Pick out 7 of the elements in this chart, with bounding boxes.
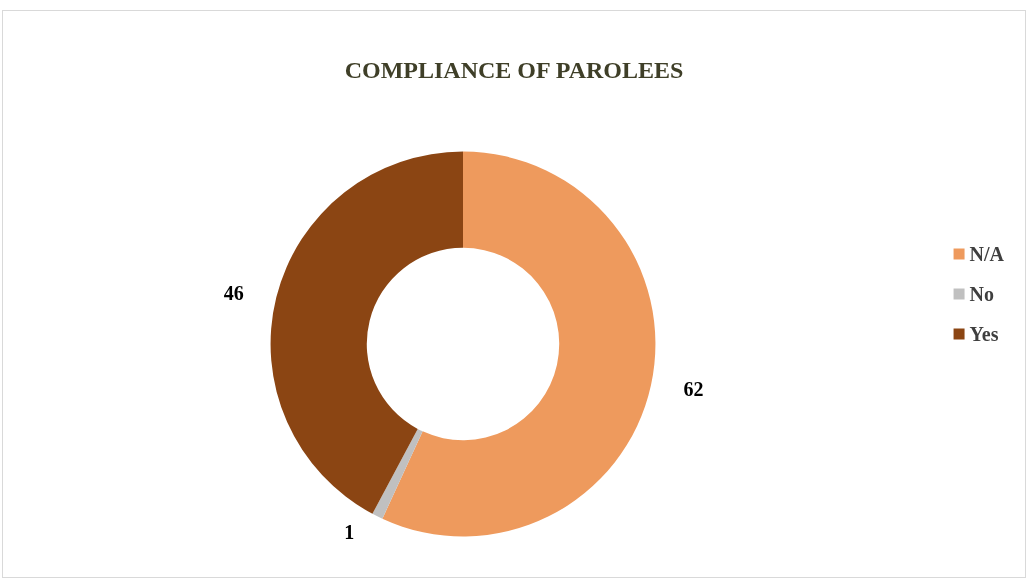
chart-title: COMPLIANCE OF PAROLEES [344,57,684,83]
legend-label: Yes [969,323,999,345]
data-label: 62 [683,378,704,401]
data-label: 1 [344,521,355,544]
legend-label: N/A [969,243,1005,265]
data-label: 46 [223,281,244,304]
legend-label: No [969,283,995,305]
